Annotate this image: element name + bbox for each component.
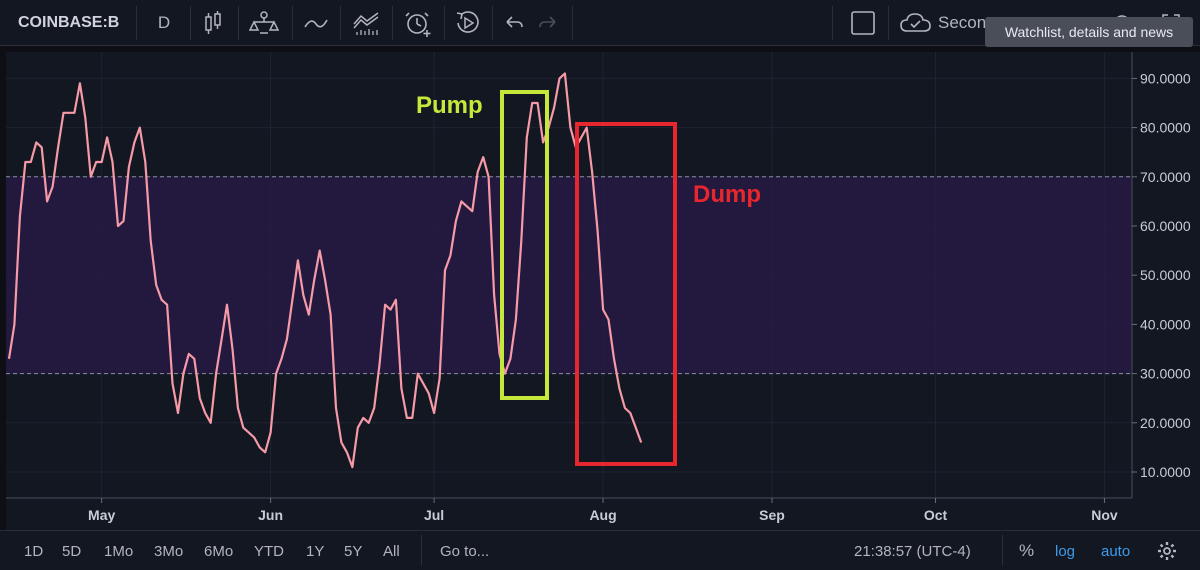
bottom-toolbar: 1D 5D 1Mo 3Mo 6Mo YTD 1Y 5Y All Go to... 21:38:5… (0, 530, 1200, 570)
toolbar-divider (392, 6, 393, 40)
toolbar-divider (492, 6, 493, 40)
range-button-6mo[interactable]: 6Mo (204, 542, 234, 560)
watchlist-tooltip: Watchlist, details and news (985, 17, 1193, 47)
interval-button[interactable]: D (157, 13, 171, 32)
toolbar-divider (832, 6, 833, 40)
toolbar-divider (190, 6, 191, 40)
range-button-1mo[interactable]: 1Mo (104, 542, 134, 560)
percent-toggle[interactable]: % (1019, 541, 1035, 560)
expand-icon[interactable] (1156, 0, 1186, 46)
range-button-3mo[interactable]: 3Mo (154, 542, 184, 560)
x-tick-label: Aug (589, 507, 616, 523)
templates-icon[interactable] (346, 0, 386, 46)
x-tick-label: May (88, 507, 115, 523)
pump-annotation-label: Pump (416, 92, 483, 119)
range-button-ytd[interactable]: YTD (254, 542, 284, 560)
auto-toggle[interactable]: auto (1101, 542, 1131, 560)
rsi-chart[interactable]: 10.0000 20.0000 30.0000 40.0000 50.0000 60.00… (6, 52, 1200, 530)
dump-annotation-box (575, 122, 677, 466)
y-tick-label: 60.0000 (1140, 218, 1191, 234)
save-layout-label[interactable]: Secon (938, 13, 987, 32)
x-tick-label: Nov (1091, 507, 1118, 523)
redo-icon[interactable] (532, 0, 564, 46)
range-button-1y[interactable]: 1Y (306, 542, 325, 560)
toolbar-divider (572, 6, 573, 40)
candles-icon[interactable] (196, 0, 230, 46)
x-tick-label: Jun (258, 507, 283, 523)
toolbar-divider (136, 6, 137, 40)
y-tick-label: 40.0000 (1140, 316, 1191, 332)
price-axis[interactable]: 10.0000 20.0000 30.0000 40.0000 50.0000 60.00… (1132, 70, 1191, 480)
alert-icon[interactable] (398, 0, 438, 46)
toolbar-divider (292, 6, 293, 40)
undo-icon[interactable] (498, 0, 530, 46)
replay-icon[interactable] (450, 0, 486, 46)
cloud-save-icon[interactable] (896, 0, 936, 46)
y-tick-label: 90.0000 (1140, 70, 1191, 86)
x-tick-label: Oct (924, 507, 948, 523)
toolbar-divider (888, 6, 889, 40)
y-tick-label: 10.0000 (1140, 464, 1191, 480)
pump-annotation-box (500, 90, 549, 400)
time-axis[interactable]: May Jun Jul Aug Sep Oct Nov (88, 498, 1118, 523)
bottom-divider (1002, 535, 1003, 565)
range-button-5d[interactable]: 5D (62, 542, 82, 560)
y-tick-label: 50.0000 (1140, 267, 1191, 283)
goto-button[interactable]: Go to... (440, 542, 490, 560)
symbol-search-button[interactable]: COINBASE:B (18, 14, 120, 31)
timezone-clock[interactable]: 21:38:57 (UTC-4) (854, 542, 971, 560)
bottom-divider (421, 535, 422, 565)
toolbar-divider (340, 6, 341, 40)
x-tick-label: Sep (759, 507, 785, 523)
x-tick-label: Jul (424, 507, 444, 523)
dump-annotation-label: Dump (693, 181, 761, 208)
chart-settings-icon[interactable] (1157, 531, 1177, 570)
toolbar-divider (238, 6, 239, 40)
indicators-icon[interactable] (298, 0, 334, 46)
range-button-all[interactable]: All (383, 542, 400, 560)
fullscreen-square-icon[interactable] (846, 0, 880, 46)
y-tick-label: 70.0000 (1140, 169, 1191, 185)
y-tick-label: 20.0000 (1140, 415, 1191, 431)
range-button-1d[interactable]: 1D (24, 542, 44, 560)
rsi-line (7, 72, 643, 469)
chart-pane[interactable]: 10.0000 20.0000 30.0000 40.0000 50.0000 60.00… (6, 52, 1200, 530)
y-tick-label: 30.0000 (1140, 366, 1191, 382)
toolbar-divider (444, 6, 445, 40)
compare-icon[interactable] (244, 0, 284, 46)
rsi-band-background (6, 176, 1132, 374)
range-button-5y[interactable]: 5Y (344, 542, 363, 560)
log-toggle[interactable]: log (1055, 542, 1076, 560)
y-tick-label: 80.0000 (1140, 120, 1191, 136)
